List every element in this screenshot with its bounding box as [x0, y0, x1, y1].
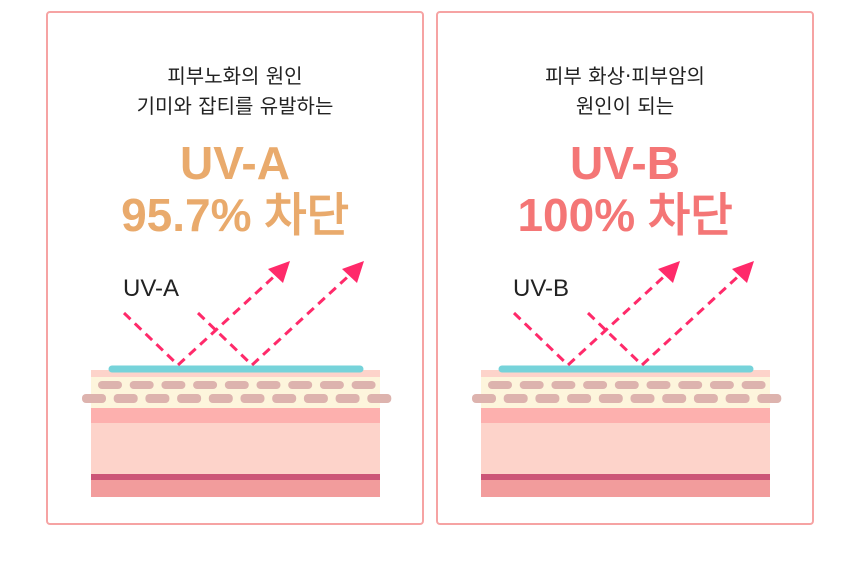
- skin-cell: [335, 394, 360, 403]
- skin-cell: [82, 394, 106, 403]
- skin-cell: [208, 394, 233, 403]
- skin-cell: [567, 394, 592, 403]
- uv-ray-arrow: [122, 269, 282, 368]
- subcutaneous-layer: [91, 480, 380, 497]
- subtitle-line: 기미와 잡티를 유발하는: [136, 94, 334, 118]
- uvb-card: 피부 화상·피부암의 원인이 되는 UV-B 100% 차단 UV-B: [436, 11, 814, 525]
- skin-reflection-illustration: [82, 261, 392, 497]
- subcutaneous-layer: [481, 480, 770, 497]
- uv-ray-arrow: [196, 269, 356, 368]
- skin-reflection-illustration: [472, 261, 782, 497]
- arrow-head-icon: [732, 261, 754, 283]
- skin-cell: [351, 381, 376, 389]
- uva-card: 피부노화의 원인 기미와 잡티를 유발하는 UV-A 95.7% 차단 UV-A: [46, 11, 424, 525]
- skin-cell: [256, 381, 281, 389]
- skin-cell: [288, 381, 313, 389]
- dermis-layer: [481, 423, 770, 474]
- skin-cell: [488, 381, 512, 389]
- skin-cell: [472, 394, 496, 403]
- blood-vessel-line: [91, 474, 380, 480]
- skin-cell: [240, 394, 265, 403]
- skin-cell: [630, 394, 655, 403]
- skin-cell: [193, 381, 218, 389]
- skin-cell: [319, 381, 344, 389]
- arrow-head-icon: [342, 261, 364, 283]
- skin-cell: [662, 394, 687, 403]
- skin-surface: [481, 370, 770, 378]
- uvb-headline: UV-B 100% 차단: [438, 137, 812, 241]
- uva-headline: UV-A 95.7% 차단: [48, 137, 422, 241]
- dermis-layer: [91, 423, 380, 474]
- headline-line: 100% 차단: [517, 189, 733, 241]
- skin-cell: [129, 381, 154, 389]
- skin-cell: [272, 394, 297, 403]
- skin-cell: [693, 394, 718, 403]
- subtitle-line: 원인이 되는: [575, 94, 675, 118]
- skin-cell: [646, 381, 671, 389]
- headline-line: UV-B: [570, 137, 680, 189]
- arrow-head-icon: [658, 261, 680, 283]
- skin-cell: [145, 394, 170, 403]
- skin-cell: [709, 381, 734, 389]
- skin-cell: [224, 381, 249, 389]
- uv-ray-arrow: [586, 269, 746, 368]
- skin-cell: [598, 394, 623, 403]
- skin-cell: [535, 394, 560, 403]
- skin-cell: [98, 381, 122, 389]
- skin-cell: [113, 394, 138, 403]
- arrow-head-icon: [268, 261, 290, 283]
- dermis-band: [481, 408, 770, 423]
- skin-cell: [678, 381, 703, 389]
- subtitle-line: 피부노화의 원인: [167, 64, 303, 88]
- headline-line: 95.7% 차단: [121, 189, 349, 241]
- skin-cell: [503, 394, 528, 403]
- headline-line: UV-A: [180, 137, 290, 189]
- ray-label: UV-A: [123, 275, 180, 302]
- skin-cell: [757, 394, 782, 403]
- skin-surface: [91, 370, 380, 378]
- skin-cell: [303, 394, 328, 403]
- skin-cell: [161, 381, 186, 389]
- skin-cell: [614, 381, 639, 389]
- skin-cell: [551, 381, 576, 389]
- subtitle-line: 피부 화상·피부암의: [545, 64, 705, 88]
- ray-label: UV-B: [513, 275, 570, 302]
- skin-cell: [741, 381, 766, 389]
- skin-cell: [583, 381, 608, 389]
- blood-vessel-line: [481, 474, 770, 480]
- dermis-band: [91, 408, 380, 423]
- skin-cell: [177, 394, 202, 403]
- skin-cell: [725, 394, 750, 403]
- uv-ray-arrow: [512, 269, 672, 368]
- skin-cell: [367, 394, 392, 403]
- skin-cell: [519, 381, 544, 389]
